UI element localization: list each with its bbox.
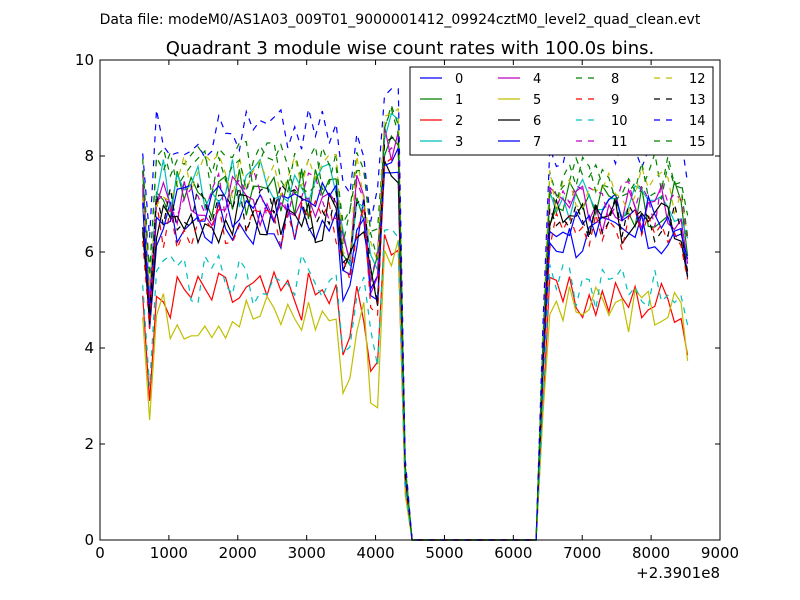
series-line-10 <box>142 228 689 541</box>
legend-label-2: 2 <box>455 114 463 129</box>
y-tick-label: 6 <box>84 243 94 261</box>
legend-label-12: 12 <box>689 72 706 87</box>
legend-label-10: 10 <box>611 114 628 129</box>
legend-label-6: 6 <box>533 114 541 129</box>
legend-label-15: 15 <box>689 135 706 150</box>
y-tick-label: 2 <box>84 435 94 453</box>
legend-label-5: 5 <box>533 93 541 108</box>
legend-label-1: 1 <box>455 93 463 108</box>
x-tick-label: 3000 <box>288 544 326 562</box>
legend-label-7: 7 <box>533 135 541 150</box>
legend-label-13: 13 <box>689 93 706 108</box>
series-line-12 <box>142 107 689 541</box>
series-line-4 <box>142 126 689 541</box>
x-tick-label: 6000 <box>494 544 532 562</box>
legend-label-4: 4 <box>533 72 541 87</box>
legend-label-0: 0 <box>455 72 463 87</box>
series-line-5 <box>142 239 689 541</box>
series-line-2 <box>142 234 689 541</box>
x-tick-label: 4000 <box>356 544 394 562</box>
legend-label-3: 3 <box>455 135 463 150</box>
series-line-15 <box>142 106 689 541</box>
series-line-14 <box>142 88 689 541</box>
legend-label-9: 9 <box>611 93 619 108</box>
legend-box <box>409 66 714 156</box>
y-tick-label: 10 <box>75 51 94 69</box>
series-line-7 <box>142 147 689 541</box>
x-tick-label: 9000 <box>701 544 739 562</box>
series-line-13 <box>142 136 689 541</box>
legend-label-11: 11 <box>611 135 628 150</box>
series-layer <box>142 88 689 541</box>
x-tick-label: 7000 <box>563 544 601 562</box>
x-tick-label: 0 <box>95 544 105 562</box>
x-tick-label: 8000 <box>632 544 670 562</box>
ticks-layer: 0 1000 2000 3000 4000 5000 6000 7000 8000 9000 0 2 4… <box>75 51 739 562</box>
plot-frame <box>99 59 721 541</box>
legend-label-8: 8 <box>611 72 619 87</box>
chart-title: Quadrant 3 module wise count rates with … <box>166 38 655 59</box>
legend-label-14: 14 <box>689 114 706 129</box>
x-offset-label: +2.3901e8 <box>636 564 720 582</box>
y-tick-label: 4 <box>84 339 94 357</box>
x-tick-label: 1000 <box>150 544 188 562</box>
y-tick-label: 0 <box>84 531 94 549</box>
series-line-0 <box>142 171 689 541</box>
x-tick-label: 2000 <box>219 544 257 562</box>
series-line-11 <box>142 147 689 541</box>
series-line-6 <box>142 160 689 541</box>
data-file-label: Data file: modeM0/AS1A03_009T01_90000014… <box>100 12 701 28</box>
y-tick-label: 8 <box>84 147 94 165</box>
x-tick-label: 5000 <box>425 544 463 562</box>
